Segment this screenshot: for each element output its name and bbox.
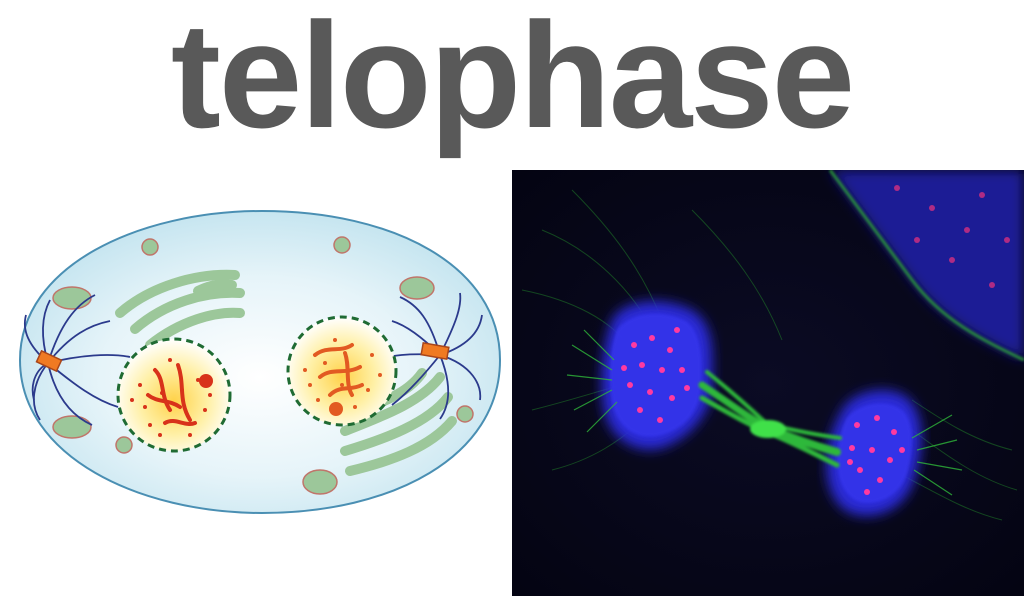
centrosome-left [35,349,63,373]
telophase-micrograph [512,170,1024,596]
telophase-cell-diagram [18,209,502,515]
centrosome-right [420,341,450,361]
neighbor-cell [828,170,1024,362]
chromatin-left [146,363,197,426]
vesicles [115,236,474,454]
cell-membrane [18,209,502,515]
daughter-chromatin-right [826,389,922,516]
midbody-microtubule-bundle [698,370,842,468]
kinetochores-right [847,415,905,495]
nucleus-right [286,315,398,427]
chromatin-dots-left [130,358,212,437]
kinetochores-left [621,327,690,423]
chromatin-right [313,343,364,397]
nucleolus-left [199,374,213,388]
page-title: telophase [170,0,855,159]
nucleus-left [116,337,232,453]
chromatin-dots-right [303,338,382,409]
golgi-stack-left [115,269,245,350]
daughter-chromatin-left [601,301,713,450]
astral-microtubules [566,329,963,496]
nucleolus-right [329,402,343,416]
